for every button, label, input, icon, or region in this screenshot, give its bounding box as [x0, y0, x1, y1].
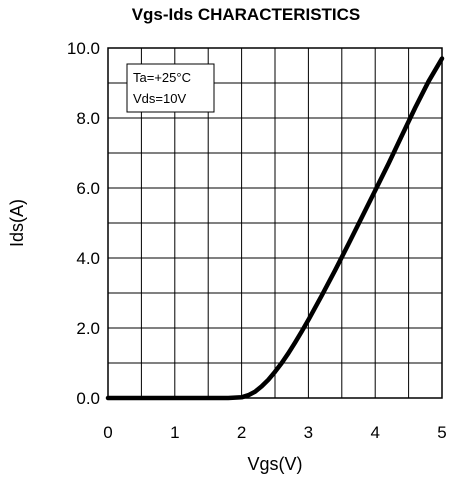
- x-tick-label: 0: [103, 423, 112, 442]
- y-tick-label: 2.0: [76, 319, 100, 338]
- x-axis-label: Vgs(V): [247, 454, 302, 474]
- y-axis-label: Ids(A): [7, 199, 27, 247]
- x-tick-label: 5: [437, 423, 446, 442]
- x-axis-ticks: 0 1 2 3 4 5: [103, 423, 446, 442]
- y-tick-label: 8.0: [76, 109, 100, 128]
- x-tick-label: 3: [304, 423, 313, 442]
- y-tick-label: 4.0: [76, 249, 100, 268]
- x-tick-label: 4: [370, 423, 379, 442]
- chart-title: Vgs-Ids CHARACTERISTICS: [132, 5, 361, 24]
- annotation-vds: Vds=10V: [133, 91, 186, 106]
- y-tick-label: 6.0: [76, 179, 100, 198]
- y-tick-label: 10.0: [67, 39, 100, 58]
- annotation-temperature: Ta=+25°C: [133, 70, 191, 85]
- x-tick-label: 1: [170, 423, 179, 442]
- annotation-box: [126, 63, 215, 113]
- x-tick-label: 2: [237, 423, 246, 442]
- y-axis-ticks: 0.0 2.0 4.0 6.0 8.0 10.0: [67, 39, 100, 408]
- grid: [108, 48, 442, 398]
- y-tick-label: 0.0: [76, 389, 100, 408]
- plot-frame: [107, 47, 443, 399]
- series-line: [105, 56, 445, 401]
- data-series: [105, 56, 445, 401]
